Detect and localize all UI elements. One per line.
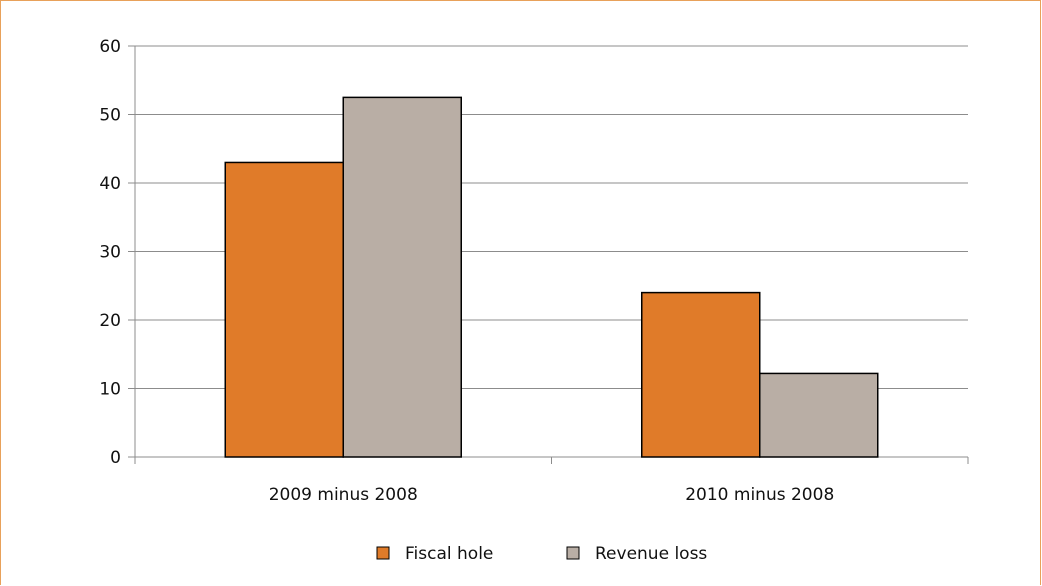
legend-swatch-revenue-loss <box>566 546 580 560</box>
y-tick-label: 0 <box>110 448 121 468</box>
x-category-label: 2009 minus 2008 <box>269 485 418 505</box>
x-category-label: 2010 minus 2008 <box>685 485 834 505</box>
y-tick-label: 60 <box>99 37 121 57</box>
legend-swatch-fiscal-hole <box>376 546 390 560</box>
bar-fiscal-hole-1 <box>641 291 761 458</box>
y-tick-label: 10 <box>99 380 121 400</box>
axis-labels: 0 10 20 30 40 50 60 2009 minus 2008 2010 minus 2… <box>99 37 834 505</box>
y-tick-label: 40 <box>99 174 121 194</box>
legend-label: Fiscal hole <box>405 544 493 564</box>
y-tick-label: 50 <box>99 106 121 126</box>
legend-label: Revenue loss <box>595 544 707 564</box>
bar-revenue-loss-1 <box>759 372 879 458</box>
bar-fiscal-hole-0 <box>224 161 344 458</box>
y-tick-label: 20 <box>99 311 121 331</box>
bar-revenue-loss-0 <box>342 96 462 458</box>
bars <box>224 96 879 458</box>
y-tick-label: 30 <box>99 243 121 263</box>
legend: Fiscal hole Revenue loss <box>376 544 707 564</box>
